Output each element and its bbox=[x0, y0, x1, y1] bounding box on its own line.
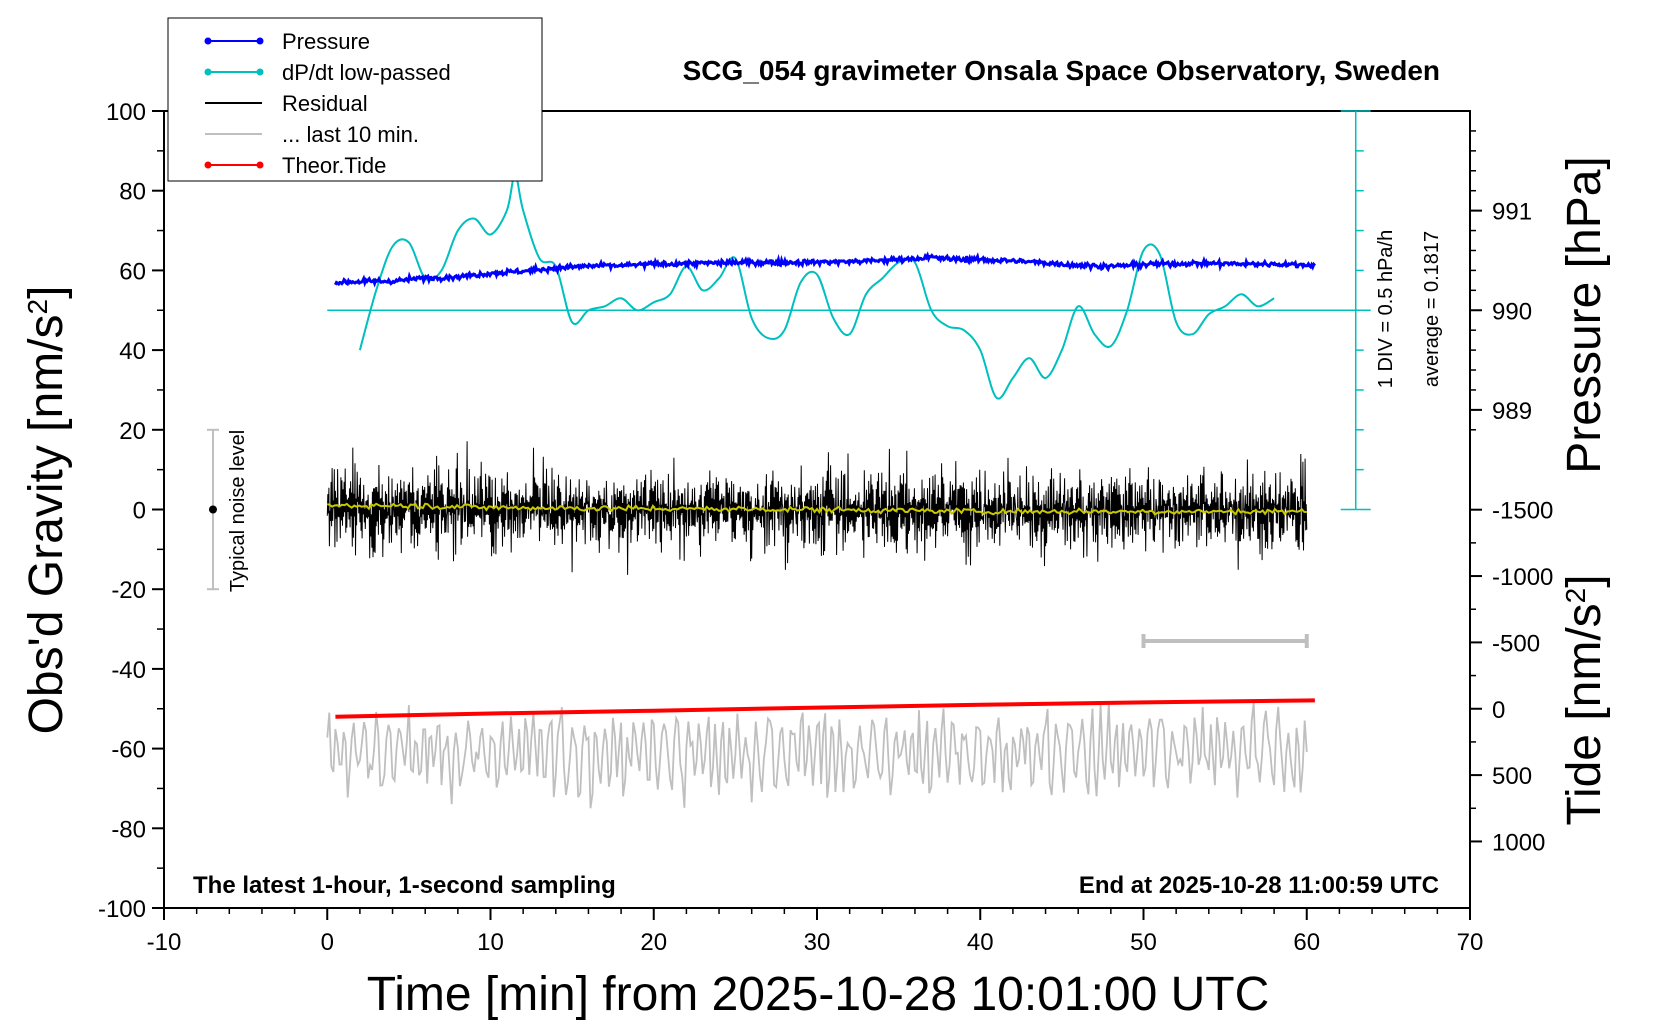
pressure-tick-label: 991 bbox=[1492, 199, 1532, 226]
x-tick-label: 70 bbox=[1457, 929, 1484, 956]
y-tick-label: 20 bbox=[119, 418, 146, 445]
legend-marker bbox=[204, 68, 212, 76]
y-tick-label: -20 bbox=[111, 577, 146, 604]
legend-label: Pressure bbox=[282, 29, 370, 54]
legend-label: Theor.Tide bbox=[282, 153, 386, 178]
dpdt-average-label: average = 0.1817 bbox=[1421, 231, 1443, 387]
y-tick-label: 0 bbox=[133, 498, 146, 525]
noise-bar bbox=[206, 428, 219, 591]
y-axis-pressure: 989 990 991 bbox=[1470, 130, 1532, 431]
y-axis-left-title: Obs'd Gravity [nm/s2] bbox=[20, 286, 73, 735]
residual-smoothed-line bbox=[326, 502, 1307, 516]
legend-marker bbox=[256, 68, 264, 76]
annotation-bottom-left: The latest 1-hour, 1-second sampling bbox=[193, 872, 616, 899]
x-tick-label: 0 bbox=[321, 929, 334, 956]
last-10-min-line bbox=[326, 702, 1308, 809]
tide-tick-label: -500 bbox=[1492, 630, 1540, 657]
noise-label: Typical noise level bbox=[227, 430, 249, 592]
noise-bar-center bbox=[208, 505, 217, 514]
dpdt-line bbox=[358, 173, 1275, 400]
x-tick-label: 40 bbox=[967, 929, 994, 956]
pressure-tick-label: 990 bbox=[1492, 298, 1532, 325]
x-tick-label: 30 bbox=[804, 929, 831, 956]
legend: Pressure dP/dt low-passed Residual ... last… bbox=[167, 17, 543, 182]
y-tick-label: -60 bbox=[111, 737, 146, 764]
x-tick-label: -10 bbox=[147, 929, 182, 956]
y-tick-label: 100 bbox=[106, 99, 146, 126]
grey-scale-bar bbox=[1141, 634, 1309, 649]
y-axis-tide: -1500 -1000 -500 0 500 1000 bbox=[1470, 498, 1553, 856]
series-residual bbox=[326, 441, 1308, 575]
x-tick-label: 60 bbox=[1293, 929, 1320, 956]
y-tick-label: -100 bbox=[98, 896, 146, 923]
y-tick-label: 40 bbox=[119, 338, 146, 365]
tide-tick-label: -1000 bbox=[1492, 564, 1553, 591]
pressure-tick-label: 989 bbox=[1492, 398, 1532, 425]
y-tick-label: 80 bbox=[119, 179, 146, 206]
series-last-10-min bbox=[326, 702, 1308, 809]
x-tick-label: 50 bbox=[1130, 929, 1157, 956]
legend-label: ... last 10 min. bbox=[282, 122, 419, 147]
legend-marker bbox=[256, 161, 264, 169]
legend-box bbox=[167, 17, 543, 182]
pressure-line bbox=[334, 251, 1317, 288]
tide-tick-label: 0 bbox=[1492, 697, 1505, 724]
legend-marker bbox=[204, 161, 212, 169]
legend-marker bbox=[204, 37, 212, 45]
y-tick-label: 60 bbox=[119, 258, 146, 285]
x-tick-label: 20 bbox=[640, 929, 667, 956]
x-axis-title: Time [min] from 2025-10-28 10:01:00 UTC bbox=[367, 968, 1270, 1020]
y-tick-label: -80 bbox=[111, 816, 146, 843]
legend-marker bbox=[256, 37, 264, 45]
tide-tick-label: 500 bbox=[1492, 763, 1532, 790]
chart-title: SCG_054 gravimeter Onsala Space Observat… bbox=[683, 55, 1440, 86]
series-dpdt bbox=[358, 173, 1275, 400]
dpdt-scale-label: 1 DIV = 0.5 hPa/h bbox=[1375, 230, 1397, 388]
y-axis-pressure-title: Pressure [hPa] bbox=[1558, 156, 1611, 473]
y-axis-left: -100 -80 -60 -40 -20 0 20 40 60 80 100 bbox=[98, 99, 164, 923]
x-axis: -10 0 10 20 30 40 50 60 70 bbox=[147, 908, 1484, 956]
series-theor-tide bbox=[335, 698, 1315, 719]
tide-tick-label: -1500 bbox=[1492, 498, 1553, 525]
legend-label: Residual bbox=[282, 91, 368, 116]
legend-label: dP/dt low-passed bbox=[282, 60, 451, 85]
dpdt-scale-axis bbox=[1340, 110, 1371, 511]
x-tick-label: 10 bbox=[477, 929, 504, 956]
y-axis-tide-title: Tide [nm/s2] bbox=[1558, 574, 1611, 825]
annotation-bottom-right: End at 2025-10-28 11:00:59 UTC bbox=[1079, 872, 1439, 899]
tide-tick-label: 1000 bbox=[1492, 829, 1545, 856]
y-tick-label: -40 bbox=[111, 657, 146, 684]
series-pressure bbox=[334, 251, 1317, 288]
theor-tide-line bbox=[335, 698, 1315, 719]
residual-line bbox=[326, 441, 1308, 575]
series-residual-smoothed bbox=[326, 502, 1307, 516]
